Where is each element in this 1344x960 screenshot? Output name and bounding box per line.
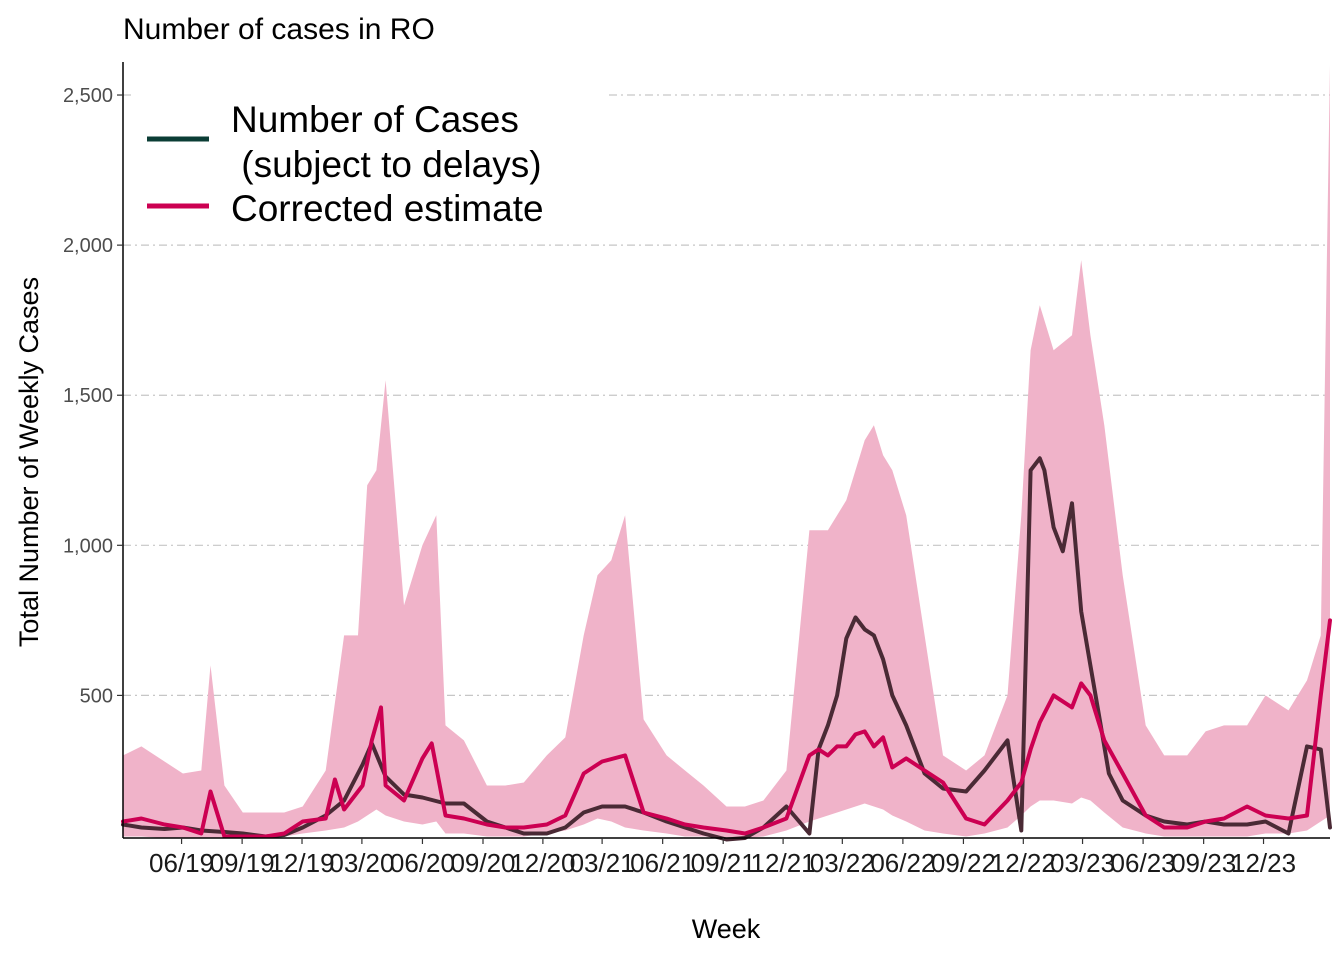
- legend: Number of Cases (subject to delays) Corr…: [135, 84, 605, 236]
- y-tick-label: 1,500: [63, 385, 113, 407]
- x-tick-label: 12/23: [1231, 848, 1296, 878]
- legend-label-estimate: Corrected estimate: [231, 188, 544, 229]
- series-line-estimate: [121, 618, 1332, 839]
- axes: [122, 62, 1330, 839]
- x-tick-label: 09/19: [210, 848, 275, 878]
- x-tick-label: 09/23: [1171, 848, 1236, 878]
- legend-label-cases: Number of Cases (subject to delays): [231, 99, 542, 185]
- series-line-cases: [121, 456, 1332, 842]
- estimate-interval-band: [123, 65, 1330, 838]
- x-tick-label: 03/20: [329, 848, 394, 878]
- legend-background: [135, 84, 605, 236]
- chart-title: Number of cases in RO: [123, 13, 435, 46]
- legend-label-cases-line2: (subject to delays): [231, 144, 542, 185]
- x-tick-label: 06/21: [630, 848, 695, 878]
- x-tick-label: 12/19: [269, 848, 334, 878]
- x-tick-label: 09/22: [931, 848, 996, 878]
- x-ticks: 06/1909/1912/1903/2006/2009/2012/2003/21…: [149, 838, 1296, 878]
- y-ticks: 500 1,000 1,500 2,000 2,500: [63, 85, 123, 707]
- legend-label-cases-line1: Number of Cases: [231, 99, 519, 140]
- x-tick-label: 06/23: [1111, 848, 1176, 878]
- x-tick-label: 03/23: [1050, 848, 1115, 878]
- x-tick-label: 09/21: [691, 848, 756, 878]
- x-tick-label: 06/19: [149, 848, 214, 878]
- x-tick-label: 09/20: [450, 848, 515, 878]
- y-tick-label: 2,500: [63, 85, 113, 107]
- x-axis-title: Week: [692, 914, 761, 944]
- x-tick-label: 06/20: [390, 848, 455, 878]
- y-tick-label: 2,000: [63, 235, 113, 257]
- x-tick-label: 12/22: [991, 848, 1056, 878]
- x-tick-label: 06/22: [870, 848, 935, 878]
- x-tick-label: 12/20: [510, 848, 575, 878]
- y-tick-label: 1,000: [63, 535, 113, 557]
- x-tick-label: 12/21: [751, 848, 816, 878]
- series-lines: [121, 456, 1332, 842]
- x-tick-label: 03/21: [570, 848, 635, 878]
- y-axis-title: Total Number of Weekly Cases: [14, 277, 44, 647]
- x-tick-label: 03/22: [810, 848, 875, 878]
- y-tick-label: 500: [80, 685, 113, 707]
